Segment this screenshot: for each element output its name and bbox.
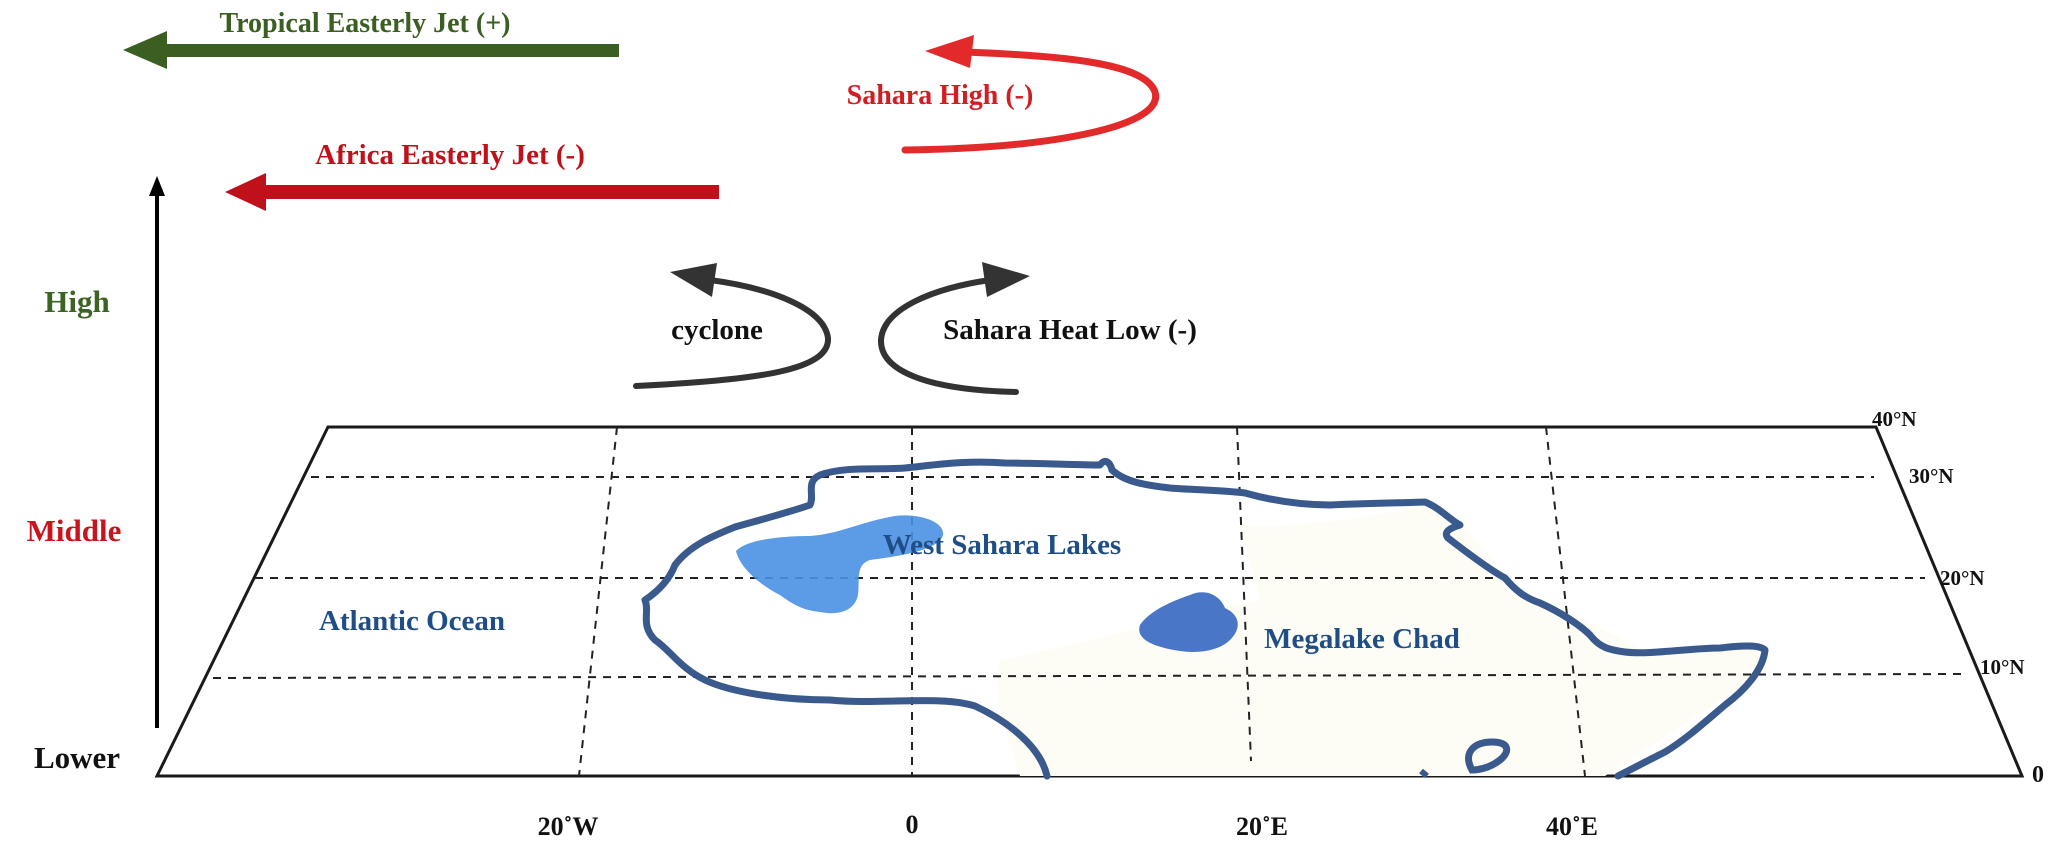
atlantic-ocean-label: Atlantic Ocean [319, 605, 505, 637]
sahara-high-circulation-arc [901, 48, 1160, 154]
latitude-label-30n: 30°N [1909, 464, 1954, 488]
longitude-label-40e: 40˚E [1546, 812, 1598, 841]
height-axis: High Middle Lower [27, 176, 165, 775]
africa-land-fill [997, 505, 1765, 776]
longitude-gridline-20w [578, 426, 618, 777]
megalake-chad-label: Megalake Chad [1264, 623, 1460, 655]
sahara-heat-low: Sahara Heat Low (-) [877, 262, 1197, 395]
longitude-labels: 20˚W 0 20˚E 40˚E [538, 810, 1598, 841]
latitude-label-20n: 20°N [1940, 566, 1985, 590]
latitude-label-0: 0 [2032, 762, 2044, 788]
longitude-gridline-20e [1236, 426, 1252, 762]
level-label-middle: Middle [27, 513, 122, 548]
height-axis-arrowhead [149, 176, 165, 196]
coastline-fragment [1419, 768, 1429, 779]
cyclone-arrowhead [670, 263, 717, 297]
latitude-labels: 40°N 30°N 20°N 10°N 0 [1872, 407, 2044, 788]
tropical-easterly-jet-label: Tropical Easterly Jet (+) [220, 8, 511, 39]
sahara-high: Sahara High (-) [847, 35, 1160, 154]
longitude-label-20e: 20˚E [1236, 812, 1288, 841]
african-easterly-jet-label: Africa Easterly Jet (-) [315, 139, 585, 171]
tropical-easterly-jet: Tropical Easterly Jet (+) [123, 8, 619, 69]
map-plane: Atlantic Ocean West Sahara Lakes Megalak… [154, 425, 2025, 780]
sahara-heat-low-circulation-arc [877, 277, 1019, 395]
level-label-lower: Lower [34, 740, 120, 775]
longitude-gridline-40e [1545, 426, 1586, 777]
west-sahara-lakes-label: West Sahara Lakes [883, 529, 1121, 561]
tropical-easterly-jet-arrowhead [123, 31, 167, 69]
latitude-label-40n: 40°N [1872, 407, 1917, 431]
longitude-label-20w: 20˚W [538, 812, 599, 841]
africa-coastline [641, 457, 1769, 780]
longitude-label-0: 0 [906, 810, 919, 839]
latitude-gridline-10n [212, 673, 1964, 679]
african-easterly-jet-arrowhead [225, 173, 266, 211]
madagascar-coastline [1465, 738, 1511, 774]
sahara-heat-low-label: Sahara Heat Low (-) [943, 314, 1197, 346]
sahara-high-label: Sahara High (-) [847, 80, 1034, 111]
cyclone-circulation-arc [633, 277, 832, 389]
cyclone-label: cyclone [671, 314, 763, 346]
megalake-chad-shape [1139, 592, 1238, 652]
sahara-high-arrowhead [925, 35, 974, 68]
longitude-gridlines [578, 426, 1586, 777]
tropical-easterly-jet-arrow-shaft [160, 44, 619, 57]
african-easterly-jet-arrow-shaft [262, 185, 719, 199]
latitude-label-10n: 10°N [1980, 655, 2025, 679]
cyclone: cyclone [633, 263, 832, 389]
west-sahara-lakes-shape [736, 515, 944, 614]
latitude-gridlines [212, 476, 1964, 679]
sahara-heat-low-arrowhead [982, 262, 1030, 297]
level-label-high: High [44, 284, 109, 319]
african-easterly-jet: Africa Easterly Jet (-) [225, 139, 719, 211]
